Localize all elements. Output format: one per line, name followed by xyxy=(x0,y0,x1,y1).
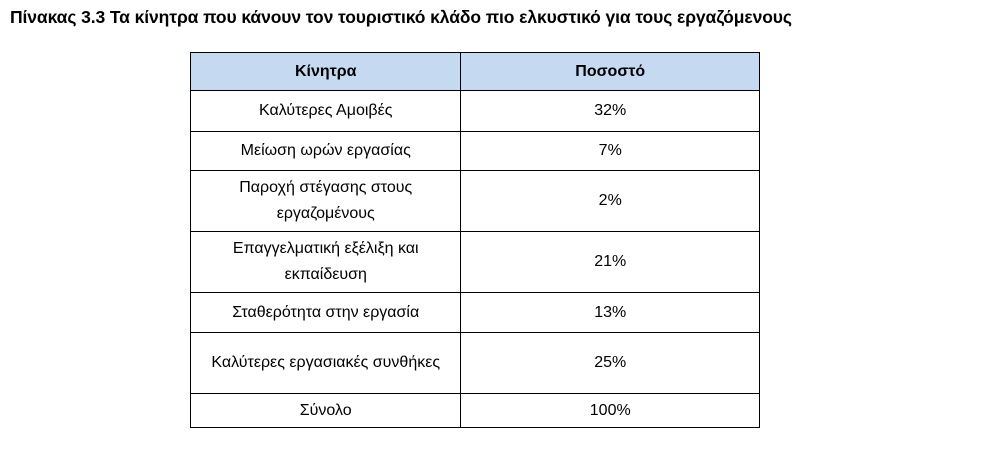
percent-cell: 7% xyxy=(460,131,760,171)
table-row: Σταθερότητα στην εργασία 13% xyxy=(189,292,760,333)
table-row: Καλύτερες Αμοιβές 32% xyxy=(189,90,760,132)
table-row: Καλύτερες εργασιακές συνθήκες 25% xyxy=(189,332,760,394)
table-row-total: Σύνολο 100% xyxy=(189,393,760,428)
motive-cell: Παροχή στέγασης στους εργαζομένους xyxy=(189,170,462,232)
motive-cell: Καλύτερες εργασιακές συνθήκες xyxy=(189,332,462,394)
motive-cell: Σταθερότητα στην εργασία xyxy=(189,292,462,333)
total-label-cell: Σύνολο xyxy=(189,393,462,428)
motives-table: Κίνητρα Ποσοστό Καλύτερες Αμοιβές 32% Με… xyxy=(189,52,760,428)
table-row: Μείωση ωρών εργασίας 7% xyxy=(189,131,760,171)
motive-cell: Μείωση ωρών εργασίας xyxy=(189,131,462,171)
total-percent-cell: 100% xyxy=(460,393,760,428)
percent-cell: 21% xyxy=(460,231,760,293)
table-header-row: Κίνητρα Ποσοστό xyxy=(189,52,760,91)
motive-cell: Καλύτερες Αμοιβές xyxy=(189,90,462,132)
percent-cell: 25% xyxy=(460,332,760,394)
percent-cell: 32% xyxy=(460,90,760,132)
motive-cell: Επαγγελματική εξέλιξη και εκπαίδευση xyxy=(189,231,462,293)
column-header-motives: Κίνητρα xyxy=(189,52,462,91)
percent-cell: 13% xyxy=(460,292,760,333)
table-row: Παροχή στέγασης στους εργαζομένους 2% xyxy=(189,170,760,232)
percent-cell: 2% xyxy=(460,170,760,232)
column-header-percent: Ποσοστό xyxy=(460,52,760,91)
table-row: Επαγγελματική εξέλιξη και εκπαίδευση 21% xyxy=(189,231,760,293)
table-caption: Πίνακας 3.3 Τα κίνητρα που κάνουν τον το… xyxy=(10,7,792,27)
